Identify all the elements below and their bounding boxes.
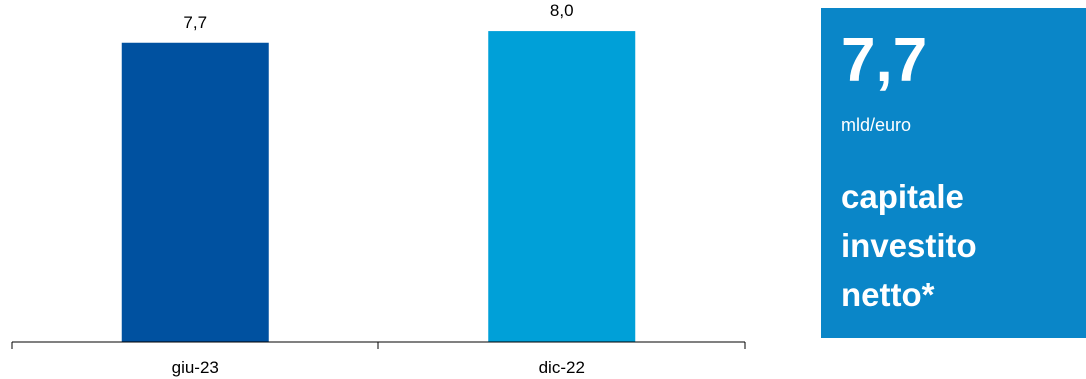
x-tick-labels-layer: giu-23 dic-22: [172, 358, 585, 377]
value-labels-layer: 7,7 8,0: [183, 1, 573, 32]
bar-value-label-giu-23: 7,7: [183, 13, 207, 32]
kpi-label: capitale investito netto*: [841, 178, 977, 313]
bar-value-label-dic-22: 8,0: [550, 1, 574, 20]
bar-chart: 7,7 8,0 giu-23 dic-22: [11, 1, 746, 377]
x-tick-label-dic-22: dic-22: [539, 358, 585, 377]
bars-layer: [121, 31, 636, 342]
kpi-unit: mld/euro: [841, 115, 912, 135]
kpi-box: 7,7 mld/euro capitale investito netto*: [821, 8, 1086, 338]
bar-giu-23: [121, 42, 269, 342]
bar-dic-22: [488, 31, 636, 342]
x-tick-label-giu-23: giu-23: [172, 358, 219, 377]
kpi-value: 7,7: [841, 26, 928, 95]
